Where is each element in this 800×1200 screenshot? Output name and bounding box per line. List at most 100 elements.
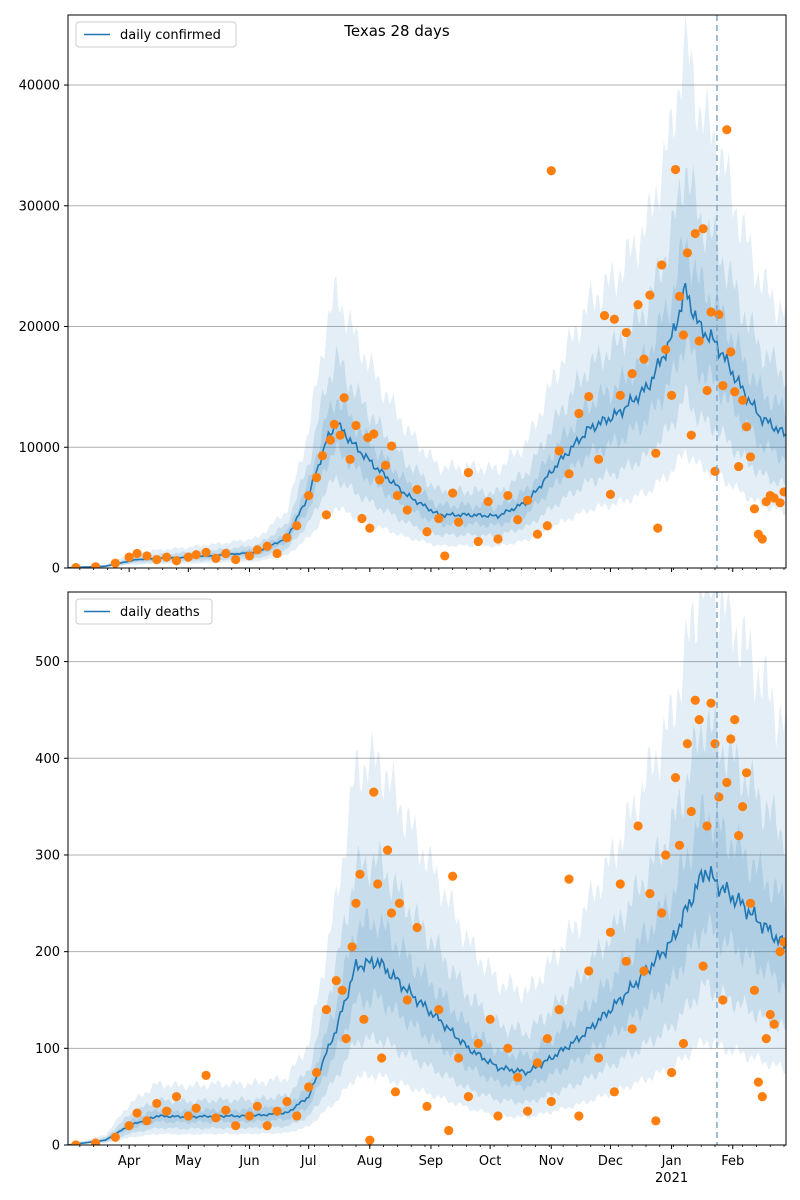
reported-point xyxy=(351,898,361,908)
reported-point xyxy=(422,1101,432,1111)
reported-point xyxy=(493,534,503,544)
reported-point xyxy=(605,927,616,937)
reported-point xyxy=(726,347,736,357)
reported-point xyxy=(702,821,712,831)
reported-point xyxy=(110,558,120,568)
reported-point xyxy=(645,290,655,300)
reported-point xyxy=(152,1098,162,1109)
y-tick-label: 20000 xyxy=(19,320,60,335)
x-tick-label: Nov xyxy=(539,1154,565,1169)
reported-point xyxy=(473,1038,483,1049)
reported-point xyxy=(201,1070,211,1080)
reported-point xyxy=(124,552,134,562)
reported-point xyxy=(609,1087,619,1097)
reported-point xyxy=(745,898,756,908)
reported-point xyxy=(702,385,712,396)
reported-point xyxy=(91,1138,101,1145)
reported-point xyxy=(574,408,584,419)
reported-point xyxy=(690,695,700,705)
axes-frame xyxy=(67,591,787,1146)
reported-point xyxy=(503,1043,513,1053)
reported-point xyxy=(532,1058,543,1068)
reported-point xyxy=(532,529,543,539)
reported-point xyxy=(282,1096,292,1107)
reported-point xyxy=(666,390,677,400)
reported-point xyxy=(272,1106,282,1116)
reported-point xyxy=(674,291,685,301)
reported-point xyxy=(753,1077,763,1087)
reported-point xyxy=(609,314,619,324)
reported-point xyxy=(311,472,322,483)
reported-point xyxy=(627,369,637,379)
reported-point xyxy=(390,1087,401,1097)
reported-point xyxy=(331,976,341,986)
reported-point xyxy=(633,300,643,310)
y-tick-label: 10000 xyxy=(19,441,60,456)
reported-point xyxy=(546,166,556,176)
x-tick-label: Jul xyxy=(300,1154,317,1169)
reported-point xyxy=(769,1019,779,1029)
reported-point xyxy=(252,1101,262,1111)
reported-point xyxy=(682,739,692,749)
reported-point xyxy=(434,1005,444,1015)
reported-point xyxy=(621,956,631,966)
reported-point xyxy=(292,1111,302,1121)
reported-point xyxy=(183,1111,193,1121)
reported-point xyxy=(584,966,594,976)
x-tick-label: May xyxy=(175,1154,202,1169)
reported-point xyxy=(365,1135,375,1145)
x-tick-label: Jun xyxy=(238,1154,259,1169)
reported-point xyxy=(304,490,314,501)
reported-point xyxy=(615,879,625,889)
reported-point xyxy=(594,1053,604,1063)
reported-point xyxy=(325,435,335,445)
reported-point xyxy=(463,468,474,478)
reported-point xyxy=(698,224,708,234)
reported-point xyxy=(761,1034,771,1044)
reported-point xyxy=(231,1121,241,1131)
legend-box xyxy=(75,598,213,625)
reported-point xyxy=(661,344,671,355)
reported-point xyxy=(678,1038,689,1049)
reported-point xyxy=(645,889,655,899)
reported-point xyxy=(412,922,422,933)
reported-point xyxy=(513,1072,523,1082)
reported-point xyxy=(71,1140,81,1145)
y-tick-label: 40000 xyxy=(19,79,60,94)
reported-point xyxy=(666,1067,677,1078)
reported-point xyxy=(71,563,81,568)
reported-point xyxy=(627,1024,637,1034)
reported-point xyxy=(377,1053,387,1063)
reported-point xyxy=(734,831,744,841)
plot-area xyxy=(68,15,786,568)
reported-point xyxy=(339,393,349,403)
y-tick-label: 500 xyxy=(35,655,60,670)
reported-point xyxy=(690,228,700,239)
reported-point xyxy=(453,517,464,527)
reported-point xyxy=(493,1111,503,1121)
reported-point xyxy=(373,879,383,889)
reported-point xyxy=(741,768,752,778)
reported-point xyxy=(304,1082,314,1092)
reported-point xyxy=(382,845,393,855)
reported-point xyxy=(392,490,403,501)
reported-point xyxy=(599,311,610,321)
reported-point xyxy=(710,466,720,477)
reported-point xyxy=(272,548,282,559)
x-tick-label: Apr xyxy=(118,1154,141,1169)
reported-point xyxy=(244,1111,255,1121)
reported-point xyxy=(211,553,221,563)
reported-point xyxy=(321,1005,332,1015)
reported-point xyxy=(757,534,767,544)
reported-point xyxy=(726,734,736,744)
x-tick-label: Sep xyxy=(419,1154,444,1169)
reported-point xyxy=(252,545,262,555)
reported-point xyxy=(749,504,760,514)
reported-point xyxy=(730,715,740,725)
reported-point xyxy=(171,556,182,566)
reported-point xyxy=(359,1014,369,1024)
reported-point xyxy=(513,515,523,525)
reported-point xyxy=(375,475,385,485)
reported-point xyxy=(546,1096,556,1107)
